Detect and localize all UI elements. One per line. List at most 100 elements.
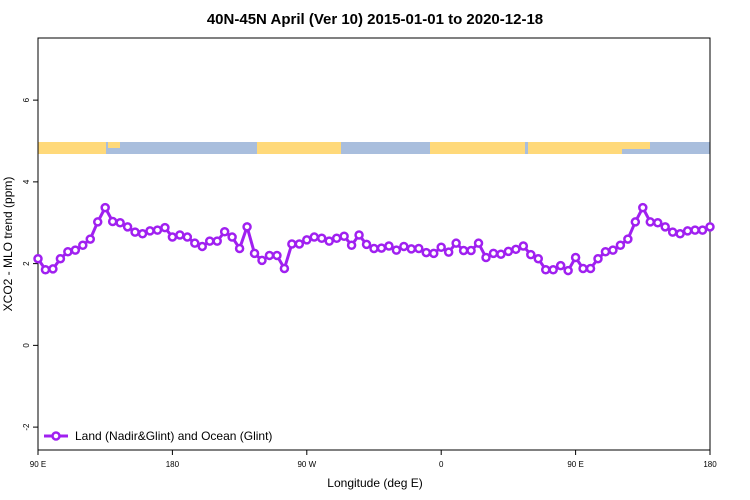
x-axis-label: Longitude (deg E) [327, 476, 422, 490]
data-point [40, 265, 51, 275]
legend-label: Land (Nadir&Glint) and Ocean (Glint) [75, 429, 272, 443]
data-point [197, 241, 208, 252]
data-point [533, 253, 544, 264]
data-point [414, 243, 424, 254]
data-point [145, 226, 155, 236]
data-point [78, 240, 88, 250]
data-point [615, 240, 626, 250]
data-point [212, 236, 222, 246]
data-point [160, 222, 170, 233]
data-point [384, 241, 394, 251]
x-tick-label: 180 [166, 460, 180, 469]
data-point [667, 227, 678, 237]
data-point [55, 253, 66, 264]
x-tick-label: 90 E [30, 460, 46, 469]
data-point [85, 234, 96, 244]
land-band [108, 142, 120, 148]
data-point [660, 222, 670, 232]
x-tick-label: 0 [439, 460, 444, 469]
data-point [570, 252, 581, 263]
y-tick-label: 6 [22, 97, 31, 102]
data-point [563, 265, 573, 276]
data-point [227, 232, 237, 242]
land-band [38, 142, 106, 154]
data-point [421, 247, 432, 258]
data-point [503, 246, 514, 257]
data-point [436, 242, 446, 253]
land-band [257, 142, 341, 154]
series-line [36, 204, 711, 273]
data-point [526, 249, 536, 260]
data-point [234, 243, 245, 254]
data-point [190, 238, 200, 248]
data-point [585, 263, 596, 274]
data-point [652, 217, 663, 228]
data-point [115, 217, 125, 228]
data-point [182, 232, 193, 242]
data-point [540, 265, 551, 275]
data-point [122, 222, 133, 232]
data-point [481, 252, 491, 263]
data-point [443, 247, 454, 257]
data-point [518, 241, 529, 251]
data-point [242, 222, 252, 232]
data-point [175, 230, 185, 240]
data-point [100, 202, 110, 213]
x-tick-label: 180 [703, 460, 717, 469]
data-point [354, 230, 364, 240]
data-point [593, 253, 603, 264]
data-point [48, 264, 58, 274]
data-point [264, 250, 275, 261]
data-point [137, 229, 148, 239]
x-tick-label: 90 E [567, 460, 583, 469]
data-point [473, 238, 484, 248]
data-point [600, 247, 611, 257]
legend-marker [51, 431, 61, 441]
data-point [376, 243, 387, 253]
data-point [130, 227, 140, 237]
data-point [697, 225, 708, 235]
data-point [682, 226, 693, 236]
data-point [167, 232, 178, 242]
y-tick-label: 4 [22, 179, 31, 184]
data-point [63, 247, 73, 257]
data-point [690, 225, 700, 235]
data-point [548, 265, 558, 275]
data-point [511, 244, 521, 255]
x-tick-label: 90 W [297, 460, 316, 469]
data-point [339, 231, 349, 241]
data-point [496, 249, 506, 259]
data-point [451, 238, 461, 248]
data-point [488, 248, 499, 259]
data-point [324, 236, 334, 246]
data-point [33, 253, 43, 264]
data-point [428, 248, 439, 259]
surface-strip [38, 142, 710, 154]
land-band [430, 142, 525, 154]
data-point [466, 245, 476, 256]
data-point [623, 234, 633, 244]
chart-title: 40N-45N April (Ver 10) 2015-01-01 to 202… [207, 11, 543, 28]
y-tick-label: 0 [22, 343, 31, 348]
data-point [302, 235, 312, 245]
data-point [608, 245, 618, 255]
data-point [630, 217, 641, 227]
data-point [645, 217, 656, 227]
data-point [406, 244, 417, 254]
data-point [369, 243, 379, 254]
data-point [219, 226, 230, 237]
data-point [346, 240, 357, 250]
data-point [257, 255, 267, 266]
data-point [361, 239, 372, 250]
data-point [578, 263, 588, 274]
data-point [316, 233, 327, 244]
data-point [309, 232, 320, 242]
y-tick-label: -2 [22, 423, 31, 431]
y-tick-label: 2 [22, 261, 31, 266]
data-point [70, 245, 81, 255]
data-point [705, 222, 715, 232]
y-axis-label: XCO2 - MLO trend (ppm) [1, 177, 15, 312]
land-band [622, 142, 650, 149]
data-point [391, 245, 402, 255]
